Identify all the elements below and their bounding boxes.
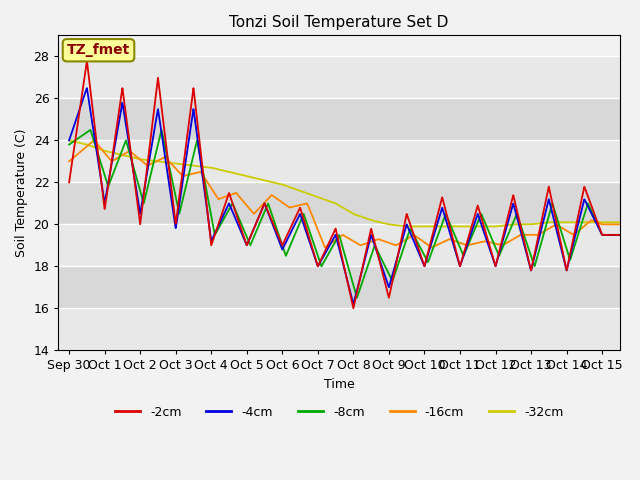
- Bar: [58, 140, 620, 182]
- Bar: [58, 224, 620, 266]
- Title: Tonzi Soil Temperature Set D: Tonzi Soil Temperature Set D: [230, 15, 449, 30]
- Bar: [58, 266, 620, 308]
- Text: TZ_fmet: TZ_fmet: [67, 43, 130, 57]
- Y-axis label: Soil Temperature (C): Soil Temperature (C): [15, 129, 28, 257]
- Bar: [58, 98, 620, 140]
- Legend: -2cm, -4cm, -8cm, -16cm, -32cm: -2cm, -4cm, -8cm, -16cm, -32cm: [110, 401, 568, 424]
- Bar: [58, 182, 620, 224]
- Bar: [58, 308, 620, 350]
- X-axis label: Time: Time: [324, 378, 355, 391]
- Bar: [58, 56, 620, 98]
